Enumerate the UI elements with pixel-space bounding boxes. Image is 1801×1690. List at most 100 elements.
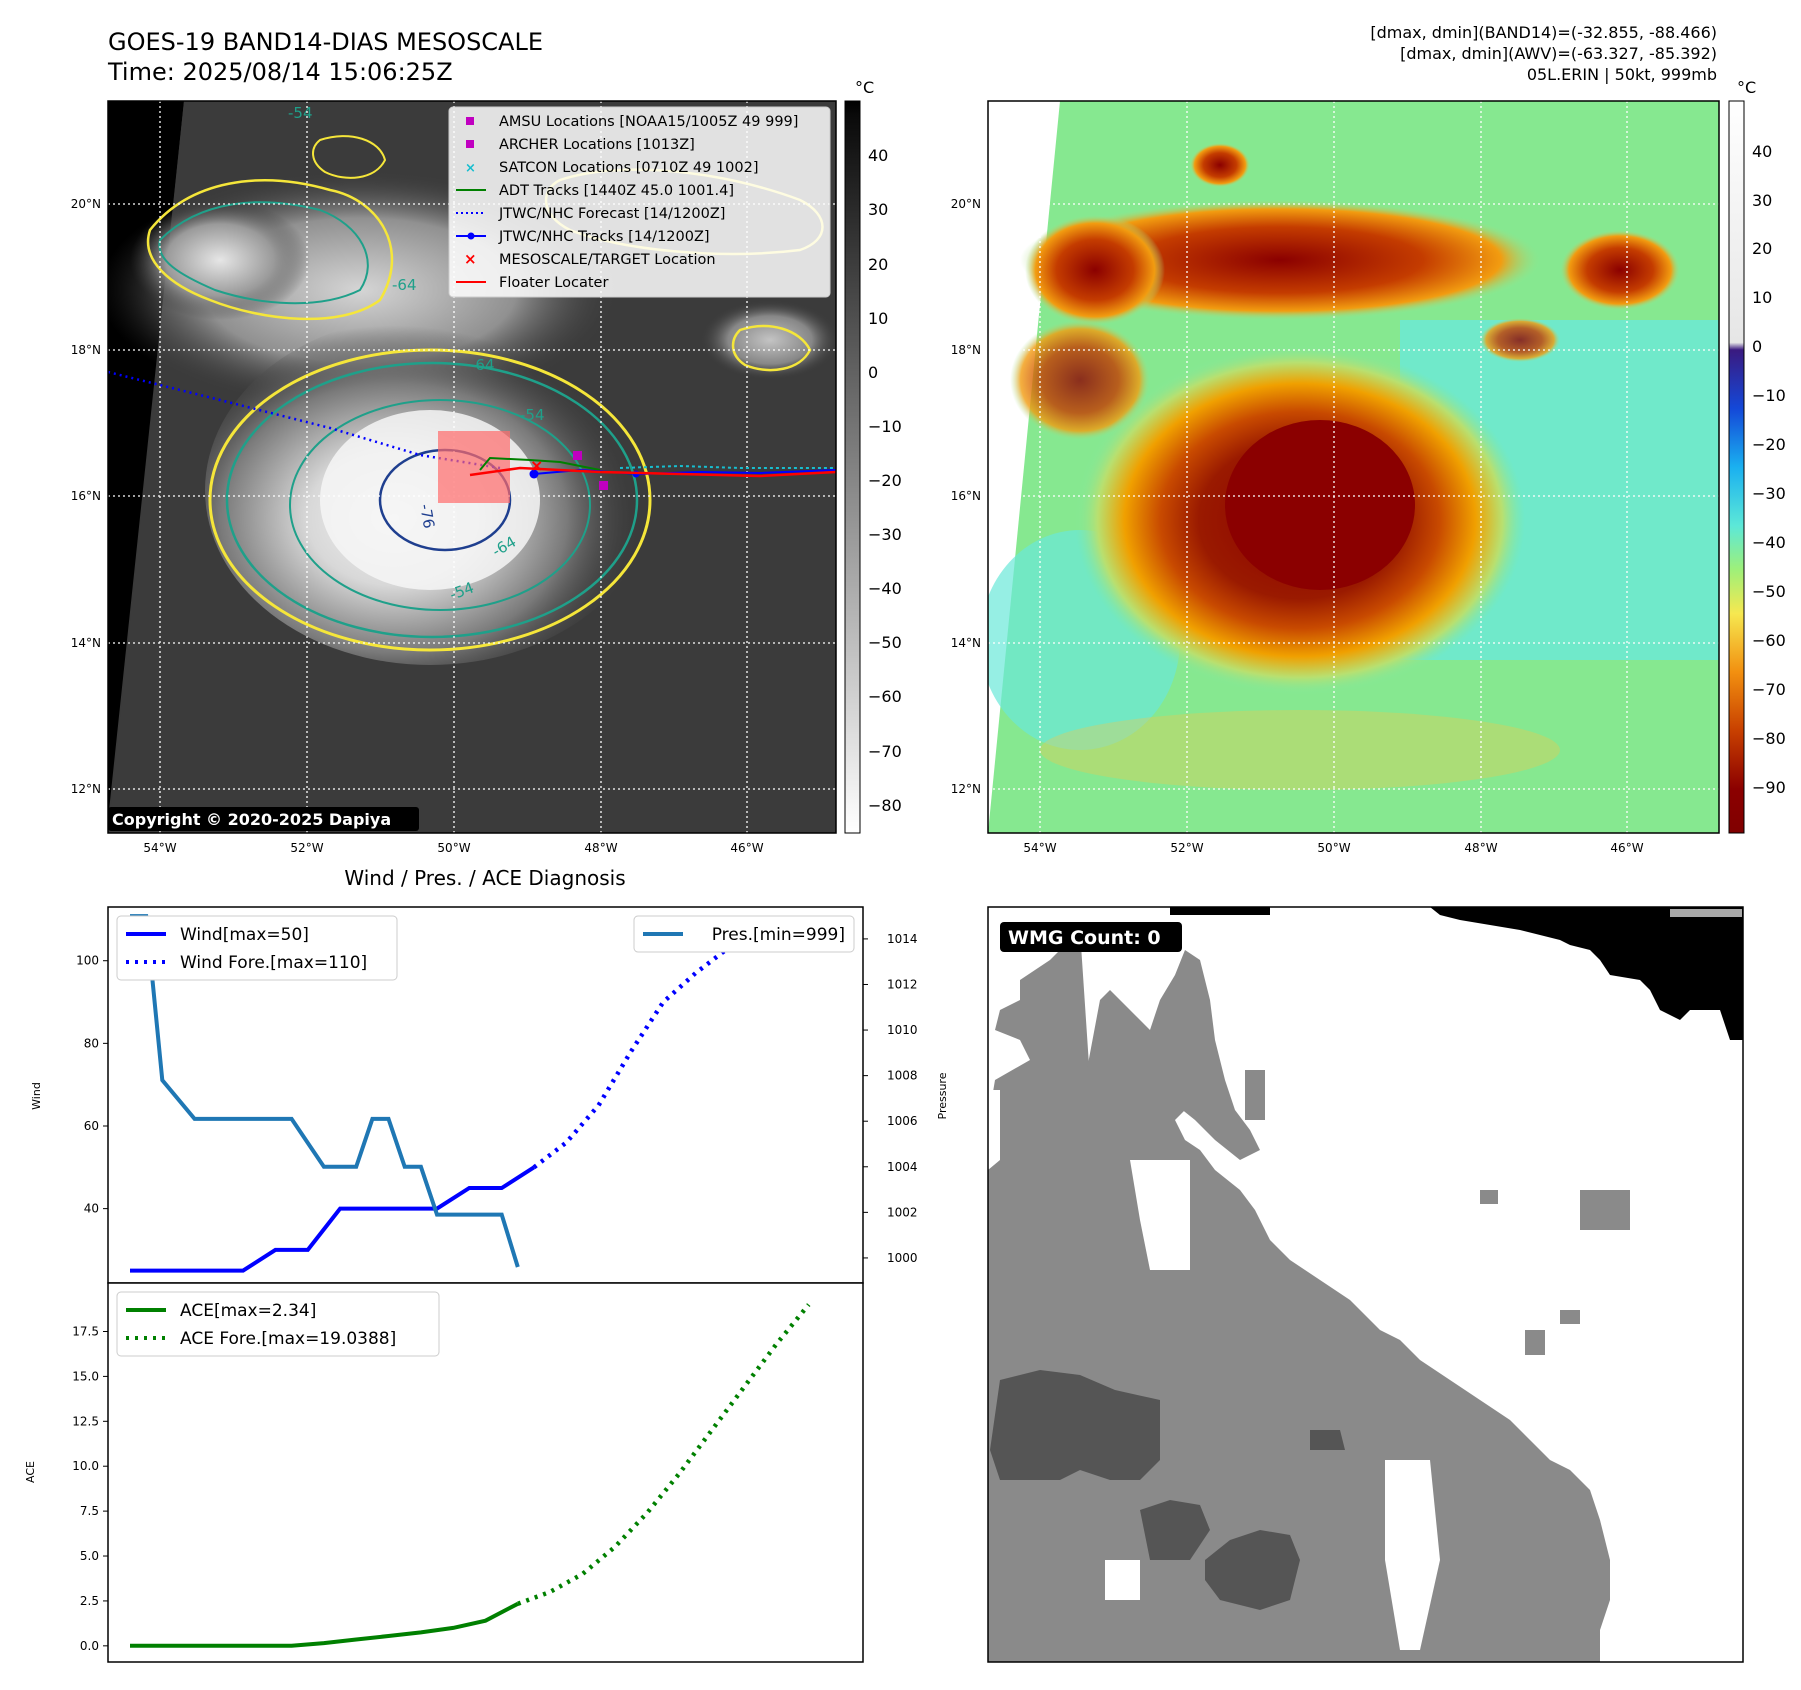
ir-cbar-tick-40: 40 [868, 146, 888, 165]
map-legend: AMSU Locations [NOAA15/1005Z 49 999] ARC… [448, 106, 831, 298]
wind-chart-series-0 [130, 1165, 536, 1273]
ir-lon-52: 52°W [290, 841, 323, 855]
enh-cbar-tick-m20: −20 [1752, 435, 1786, 454]
wind-chart-series-2 [130, 914, 520, 1268]
amsu-marker [573, 451, 582, 460]
enh-lon-50: 50°W [1317, 841, 1350, 855]
enh-colorbar [1728, 100, 1745, 834]
legend-adt-label: ADT Tracks [1440Z 45.0 1001.4] [499, 183, 734, 199]
enh-lon-48: 48°W [1464, 841, 1497, 855]
wmg-white-hole-2 [1385, 1460, 1440, 1650]
adt-track [479, 456, 601, 471]
enh-map-gridlines [988, 101, 1719, 833]
pressure-ytick-label: 1010 [887, 1023, 918, 1037]
wmg-gray-speck-1 [1480, 1190, 1498, 1204]
enh-lat-12: 12°N [951, 782, 981, 796]
ace-ytick-label: 0.0 [80, 1639, 99, 1653]
ir-colorbar [844, 100, 861, 834]
wind-pressure-chart: Wind Pressure 40 60 80 100 1000 1002 1004 1006 1… [30, 906, 949, 1284]
enh-map-lon-labels: 54°W 52°W 50°W 48°W 46°W [1023, 841, 1643, 855]
enhanced-map-panel: 12°N 14°N 16°N 18°N 20°N 54°W 52°W 50°W … [951, 78, 1786, 855]
wmg-dark-patch-1 [990, 1370, 1160, 1480]
wmg-black-top-right [1430, 907, 1743, 1040]
enh-lon-46: 46°W [1610, 841, 1643, 855]
enh-colorbar-ticks: 40 30 20 10 0 −10 −20 −30 −40 −50 −60 −7… [1752, 142, 1786, 797]
enh-cbar-tick-m90: −90 [1752, 778, 1786, 797]
ir-cloud-cluster-ne [700, 300, 836, 380]
pressure-legend-label: Pres.[min=999] [712, 925, 845, 945]
enh-cluster-nw [1025, 215, 1165, 325]
wind-legend-label-1: Wind Fore.[max=110] [180, 953, 367, 973]
enh-band-south [1040, 710, 1560, 790]
contour-label-2: -64 [392, 276, 417, 294]
enh-lon-54: 54°W [1023, 841, 1056, 855]
legend-satcon-label: SATCON Locations [0710Z 49 1002] [499, 160, 758, 176]
wmg-count-label: WMG Count: 0 [1008, 927, 1161, 949]
wmg-gray-north-lobe [1085, 950, 1260, 1160]
wmg-dark-patch-4 [1310, 1430, 1345, 1450]
storm-info: 05L.ERIN | 50kt, 999mb [1527, 65, 1717, 84]
enh-cbar-tick-m50: −50 [1752, 582, 1786, 601]
enh-lat-16: 16°N [951, 489, 981, 503]
target-box [438, 431, 510, 503]
ace-ytick-label: 12.5 [72, 1414, 99, 1428]
ir-lat-18: 18°N [71, 343, 101, 357]
enh-cluster-n [1190, 143, 1250, 187]
figure-title: GOES-19 BAND14-DIAS MESOSCALE [108, 28, 543, 56]
floater-locator-track [469, 466, 836, 478]
enh-cluster-ne [1560, 230, 1680, 310]
pressure-ytick-label: 1014 [887, 932, 918, 946]
enh-colorbar-unit: °C [1737, 78, 1756, 97]
contour-label-6: -64 [470, 356, 495, 374]
enh-cbar-tick-20: 20 [1752, 239, 1772, 258]
ace-ytick-label: 2.5 [80, 1594, 99, 1608]
enh-cbar-tick-m70: −70 [1752, 680, 1786, 699]
ir-cbar-tick-20: 20 [868, 255, 888, 274]
enh-lat-14: 14°N [951, 636, 981, 650]
ir-lon-50: 50°W [437, 841, 470, 855]
pressure-ytick-label: 1000 [887, 1251, 918, 1265]
enh-cbar-tick-40: 40 [1752, 142, 1772, 161]
enh-storm-eye-region [1225, 420, 1415, 590]
pressure-axis-label: Pressure [936, 1072, 949, 1119]
wmg-black-top-notch [1170, 907, 1270, 915]
pressure-ytick-label: 1012 [887, 977, 918, 991]
ir-cbar-tick-10: 10 [868, 309, 888, 328]
enh-map-frame [987, 100, 1720, 834]
legend-forecast-label: JTWC/NHC Forecast [14/1200Z] [498, 206, 725, 222]
enh-lat-18: 18°N [951, 343, 981, 357]
ir-cbar-tick-m30: −30 [868, 525, 902, 544]
pressure-ytick-label: 1008 [887, 1069, 918, 1083]
enh-map-lat-labels: 12°N 14°N 16°N 18°N 20°N [951, 197, 981, 796]
ace-axis-label: ACE [24, 1461, 37, 1483]
contour-yellow-nw [312, 135, 387, 179]
ir-cbar-tick-m80: −80 [868, 796, 902, 815]
enh-cbar-tick-m10: −10 [1752, 386, 1786, 405]
archer-marker [599, 481, 608, 490]
enh-cbar-tick-m80: −80 [1752, 729, 1786, 748]
wmg-gray-top-strip [1670, 909, 1742, 917]
ir-colorbar-unit: °C [855, 78, 874, 97]
contour-label-1: -54 [288, 104, 313, 122]
ir-cbar-tick-m50: −50 [868, 633, 902, 652]
legend-floater-label: Floater Locater [499, 275, 608, 291]
ir-cbar-tick-m10: −10 [868, 417, 902, 436]
wind-legend-box [116, 915, 398, 981]
enh-cbar-tick-0: 0 [1752, 337, 1762, 356]
enh-cbar-tick-m30: −30 [1752, 484, 1786, 503]
wmg-white-hole-4 [988, 1090, 1000, 1150]
ace-ytick-label: 15.0 [72, 1369, 99, 1383]
wmg-dark-patch-3 [1140, 1500, 1210, 1560]
ace-ytick-label: 7.5 [80, 1504, 99, 1518]
ace-legend-label-0: ACE[max=2.34] [180, 1301, 316, 1321]
ace-ytick-label: 17.5 [72, 1324, 99, 1338]
contour-label-3: -76 [416, 503, 438, 530]
wind-legend: Wind[max=50] Wind Fore.[max=110] [116, 915, 398, 981]
pressure-ytick-label: 1002 [887, 1205, 918, 1219]
wmg-gray-region [988, 930, 1610, 1662]
ace-chart-series-0 [130, 1602, 519, 1648]
ir-map-panel: -54 -64 -76 -64 -54 -64 -54 [71, 78, 902, 855]
wind-ytick-label: 60 [84, 1119, 99, 1133]
ir-map-frame [107, 100, 837, 834]
